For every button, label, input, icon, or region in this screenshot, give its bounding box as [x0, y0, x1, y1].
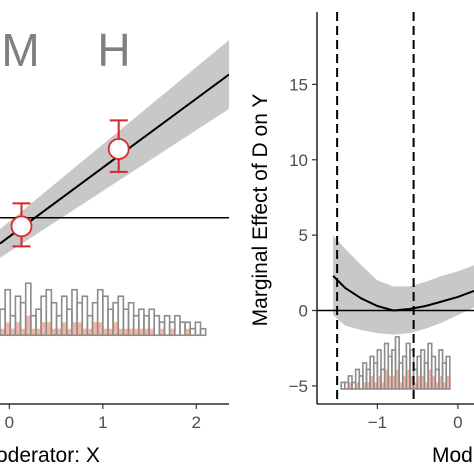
left-hist-treated-bar — [0, 328, 6, 336]
right-hist-treated-bar — [377, 375, 382, 389]
right-hist-treated-bar — [402, 375, 407, 389]
right-hist-treated-bar — [428, 369, 432, 389]
right-hist-treated-bar — [413, 382, 418, 389]
right-hist-treated-bar — [391, 375, 396, 389]
bin-point — [10, 215, 33, 238]
left-x-ticks: 0 1 2 — [5, 404, 201, 432]
right-hist-bar — [445, 355, 451, 390]
right-hist-treated-bar — [406, 369, 410, 389]
left-histogram — [0, 282, 207, 337]
left-x-axis-title: oderator: X — [0, 444, 100, 467]
left-hist-treated-bar — [35, 328, 42, 336]
left-hist-treated-bar — [25, 315, 31, 336]
left-hist-treated-bar — [87, 328, 93, 336]
left-panel: M H 0 1 2 oderator: X — [0, 24, 229, 467]
right-y-tick-label: 10 — [289, 151, 308, 170]
right-hist-treated-bar — [388, 375, 392, 389]
left-x-tick-label: 2 — [192, 413, 201, 432]
left-hist-treated-bar — [92, 322, 98, 336]
right-hist-treated-bar — [438, 375, 443, 389]
right-hist-treated-bar — [381, 382, 385, 389]
right-effect-line — [332, 275, 474, 312]
left-hist-treated-bar — [118, 328, 124, 336]
right-hist-treated-bar — [424, 382, 429, 389]
right-vlines — [336, 12, 415, 404]
left-hist-treated-bar — [82, 328, 88, 336]
left-hist-treated-bar — [133, 328, 139, 336]
left-hist-treated-bar — [128, 328, 134, 336]
left-hist-treated-bar — [77, 322, 83, 336]
bin-label-h: H — [97, 24, 130, 76]
right-hist-treated-bar — [384, 369, 389, 389]
right-x-ticks: −1 0 — [368, 404, 463, 432]
right-y-tick-label: −5 — [289, 377, 308, 396]
left-hist-treated-bar — [138, 328, 144, 336]
left-bin-points — [10, 119, 130, 248]
right-hist-treated-bar — [395, 369, 400, 389]
right-histogram — [340, 336, 451, 390]
bin-label-m: M — [1, 24, 39, 76]
right-y-axis-title: Marginal Effect of D on Y — [249, 94, 272, 327]
left-hist-treated-bar — [10, 328, 16, 336]
left-x-tick-label: 0 — [5, 413, 14, 432]
right-hist-treated-bar — [373, 382, 378, 389]
left-hist-treated-bar — [102, 328, 108, 336]
left-hist-treated-bar — [149, 328, 155, 336]
right-x-tick-label: 0 — [453, 413, 462, 432]
left-hist-treated-bar — [56, 328, 62, 336]
right-hist-treated-bar — [442, 382, 447, 389]
left-hist-bar — [24, 282, 32, 337]
left-hist-treated-bar — [66, 328, 72, 336]
left-hist-bar — [199, 327, 207, 337]
left-hist-treated-bar — [169, 328, 175, 336]
right-hist-treated-bar — [431, 375, 436, 389]
right-hist-treated-bar — [417, 375, 421, 389]
left-hist-treated-bar — [123, 328, 129, 336]
left-hist-treated-bar — [41, 322, 47, 336]
left-plot-area — [0, 40, 229, 337]
right-hist-treated-bar — [370, 375, 374, 389]
right-y-tick-label: 5 — [299, 226, 308, 245]
right-hist-treated-bar — [399, 382, 403, 389]
left-hist-treated-bar — [61, 322, 67, 336]
left-hist-treated-bar — [159, 328, 165, 336]
left-hist-treated-bar — [143, 328, 150, 336]
left-hist-treated-bar — [46, 322, 52, 336]
left-hist-bar — [4, 288, 12, 337]
left-hist-treated-bar — [71, 322, 78, 336]
left-x-tick-label: 1 — [98, 413, 107, 432]
right-panel: −5 0 5 10 15 −1 0 Marginal Effect of D on Y M… — [249, 12, 474, 467]
right-y-tick-label: 0 — [299, 302, 308, 321]
bin-point — [107, 138, 130, 160]
right-confidence-band — [333, 235, 474, 335]
right-hist-treated-bar — [366, 382, 371, 389]
left-hist-treated-bar — [97, 322, 103, 336]
right-y-ticks: −5 0 5 10 15 — [289, 75, 317, 396]
left-hist-treated-bar — [51, 328, 57, 336]
right-plot-area — [317, 12, 474, 404]
right-hist-treated-bar — [362, 382, 367, 389]
right-hist-treated-bar — [435, 382, 439, 389]
right-hist-treated-bar — [355, 382, 360, 389]
right-hist-treated-bar — [348, 382, 353, 389]
left-hist-treated-bar — [15, 322, 21, 336]
left-hist-treated-bar — [113, 322, 119, 336]
right-hist-treated-bar — [420, 375, 425, 389]
left-hist-treated-bar — [5, 322, 11, 336]
right-x-tick-label: −1 — [368, 413, 387, 432]
left-hist-treated-bar — [185, 328, 191, 336]
left-hist-treated-bar — [20, 328, 26, 336]
left-hist-treated-bar — [107, 328, 114, 336]
left-hist-treated-bar — [30, 328, 36, 336]
right-hist-treated-bar — [409, 375, 414, 389]
right-x-axis-title: Mod — [432, 444, 473, 467]
right-y-tick-label: 15 — [289, 75, 308, 94]
right-hist-treated-bar — [446, 375, 450, 389]
